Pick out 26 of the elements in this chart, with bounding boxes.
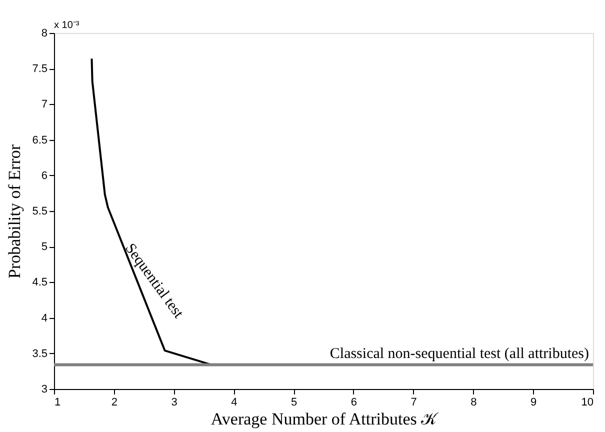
text: x 10⁻³ xyxy=(54,20,80,31)
x-tick-label: 6 xyxy=(350,396,358,408)
ref-line-label: Classical non-sequential test (all attributes) xyxy=(330,346,589,362)
x-tick-label: 4 xyxy=(231,396,238,408)
y-tick-label: 7.5 xyxy=(32,63,48,76)
y-tick-label: 4.5 xyxy=(32,276,48,289)
x-tick-label: 1 xyxy=(54,396,61,408)
y-tick-label: 5.5 xyxy=(32,206,48,218)
y-tick-label: 8 xyxy=(41,28,48,40)
x-axis-title: Average Number of Attributes 𝒦 xyxy=(210,410,440,428)
x-tick-label: 2 xyxy=(111,396,118,408)
x-tick-label: 3 xyxy=(171,396,178,408)
x-tick-label: 8 xyxy=(470,396,477,408)
y-tick-label: 3 xyxy=(41,384,48,396)
x-tick-label: 9 xyxy=(530,396,537,408)
y-tick-label: 6.5 xyxy=(32,134,48,146)
y-axis-title: Probability of Error xyxy=(5,144,24,279)
x-tick-label: 10 xyxy=(581,396,594,408)
line-series xyxy=(90,58,213,366)
y-tick-label: 3.5 xyxy=(32,348,48,360)
y-tick-label: 5 xyxy=(41,241,48,254)
x-tick-label: 5 xyxy=(290,396,298,408)
y-tick-label: 7 xyxy=(41,98,48,111)
x-tick-label: 7 xyxy=(410,396,417,408)
y-tick-label: 4 xyxy=(41,312,48,324)
y-tick-label: 6 xyxy=(41,170,48,182)
